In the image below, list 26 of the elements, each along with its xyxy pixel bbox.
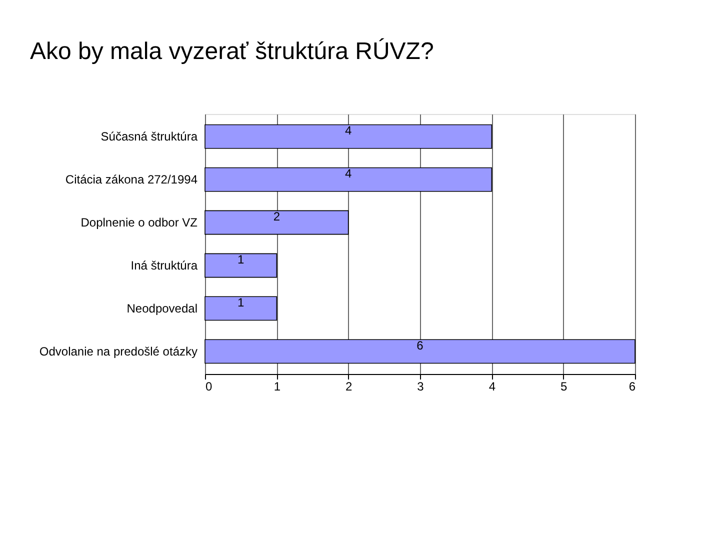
bar [204,339,636,364]
y-tick-label: Odvolanie na predošlé otázky [39,344,198,358]
x-tick-label: 2 [345,380,352,394]
y-tick-label: Iná štruktúra [130,258,198,272]
data-label: 6 [416,338,424,352]
bar [204,253,278,278]
y-tick-label: Doplnenie o odbor VZ [80,216,198,230]
data-label: 4 [344,124,352,138]
x-tick-label: 4 [488,380,496,394]
y-tick-label: Neodpovedal [126,301,198,316]
y-tick-label: Citácia zákona 272/1994 [65,172,198,187]
x-tick-label: 0 [206,380,212,394]
data-label: 1 [237,295,244,310]
data-label: 1 [237,252,244,266]
x-tick-label: 1 [274,380,281,394]
bar [204,167,492,192]
bar [204,210,349,235]
chart-title: Ako by mala vyzerať štruktúra RÚVZ? [30,38,434,65]
x-tick-label: 6 [628,380,636,394]
x-tick-label: 3 [417,380,424,394]
data-label: 2 [273,210,280,224]
x-tick-label: 5 [560,380,568,394]
bar [204,124,492,149]
bar [204,296,278,321]
y-tick-label: Súčasná štruktúra [100,130,198,144]
data-label: 4 [344,166,352,181]
